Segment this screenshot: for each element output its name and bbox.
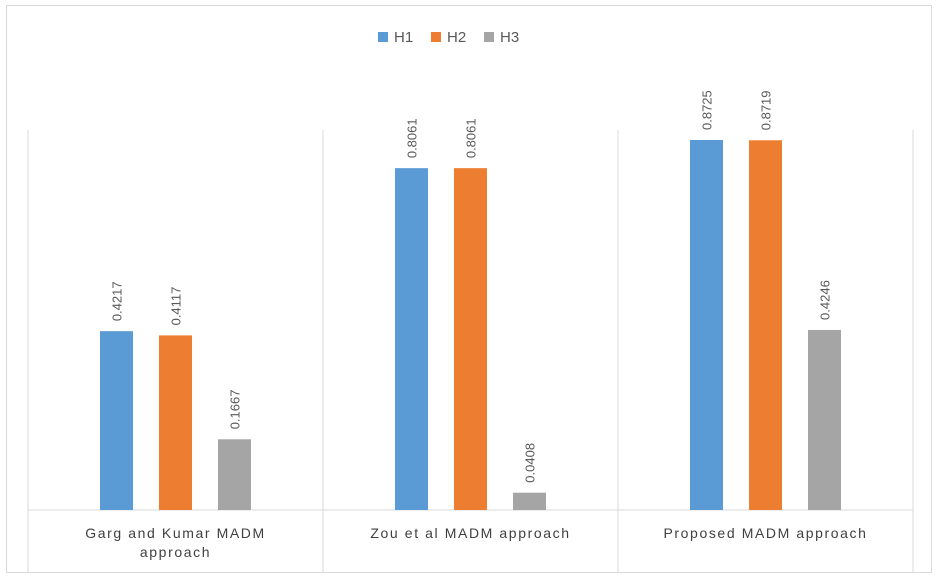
category-label-0: approach (140, 544, 211, 560)
legend-swatch-h2 (431, 32, 441, 42)
legend: H1 H2 H3 (0, 22, 941, 52)
data-label-h1-0: 0.4217 (110, 281, 125, 321)
legend-item-h1: H1 (378, 22, 413, 52)
data-label-h2-1: 0.8061 (464, 118, 479, 158)
data-label-h3-2: 0.4246 (818, 280, 833, 320)
bar-h2-2 (749, 140, 782, 510)
bar-h2-1 (454, 168, 487, 510)
legend-swatch-h3 (484, 32, 494, 42)
data-label-h1-1: 0.8061 (405, 118, 420, 158)
legend-label-h1: H1 (394, 28, 414, 46)
data-label-h3-1: 0.0408 (523, 443, 538, 483)
category-label-1: Zou et al MADM approach (370, 525, 570, 541)
data-label-h3-0: 0.1667 (228, 390, 243, 430)
data-label-h2-0: 0.4117 (169, 287, 184, 326)
legend-item-h3: H3 (484, 22, 519, 52)
bar-h1-1 (395, 168, 428, 510)
data-label-h2-2: 0.8719 (759, 90, 774, 130)
legend-label-h2: H2 (447, 28, 467, 46)
data-label-h1-2: 0.8725 (700, 90, 715, 130)
bar-h3-1 (513, 492, 546, 510)
legend-swatch-h1 (378, 32, 388, 42)
bar-h2-0 (159, 335, 192, 510)
legend-label-h3: H3 (500, 28, 520, 46)
bar-h3-0 (218, 439, 251, 510)
category-label-0: Garg and Kumar MADM (85, 525, 266, 541)
category-label-2: Proposed MADM approach (663, 525, 867, 541)
bar-h1-2 (690, 140, 723, 510)
legend-item-h2: H2 (431, 22, 466, 52)
bar-h3-2 (808, 329, 841, 510)
bar-h1-0 (100, 331, 133, 510)
